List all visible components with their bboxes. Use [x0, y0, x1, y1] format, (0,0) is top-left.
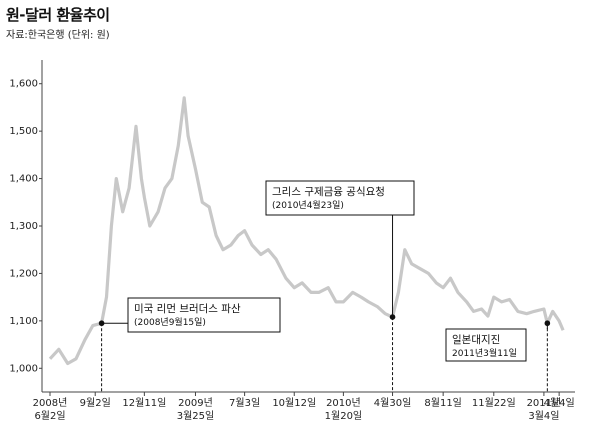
series-line — [48, 96, 565, 366]
x-tick-label: 6월2일 — [34, 410, 65, 422]
annotation-date: (2008년9월15일) — [134, 316, 206, 328]
annotation-layer: 미국 리먼 브러더스 파산(2008년9월15일) 그리스 구제금융 공식요청(2… — [98, 180, 551, 392]
x-tick-label: 3월4일 — [528, 410, 559, 422]
x-tick-label: 2011년 — [527, 397, 562, 409]
y-axis: 1,000 1,100 1,200 1,300 1,400 1,500 1,600 — [9, 60, 43, 392]
chart-source: 자료:한국은행 (단위: 원) — [6, 30, 110, 41]
x-tick-label: 9월2일 — [80, 397, 111, 409]
annotation-point — [389, 314, 396, 320]
x-tick-label: 1월20일 — [325, 410, 363, 422]
annotation-box — [265, 180, 415, 216]
y-tick-label: 1,400 — [9, 174, 38, 185]
x-tick-label: 11월22일 — [472, 397, 516, 409]
x-tick-label: 2009년 — [178, 397, 213, 409]
x-tick-label: 10월12일 — [272, 397, 316, 409]
series-layer — [48, 96, 565, 366]
x-tick-label: 4월4일 — [544, 397, 575, 409]
annotation-label: 그리스 구제금융 공식요청 — [272, 186, 385, 198]
annotation-label: 미국 리먼 브러더스 파산 — [134, 303, 241, 315]
y-tick-label: 1,000 — [9, 363, 38, 374]
x-tick-label: 4월30일 — [374, 397, 412, 409]
annotation-label: 일본대지진 — [452, 333, 500, 346]
x-tick-label: 7월3일 — [229, 397, 260, 409]
annotation-point — [98, 320, 105, 327]
annotation-box — [445, 328, 527, 362]
y-tick-label: 1,300 — [9, 221, 38, 232]
x-tick-label: 8월11일 — [424, 397, 462, 409]
annotation-box — [127, 297, 281, 333]
x-tick-label: 12월11일 — [122, 397, 166, 409]
x-tick-label: 2010년 — [326, 397, 361, 409]
y-tick-label: 1,200 — [9, 268, 38, 279]
y-tick-label: 1,500 — [9, 126, 38, 137]
x-tick-label: 2008년 — [33, 397, 68, 409]
annotation-date: 2011년3월11일 — [452, 347, 517, 359]
chart-title: 원-달러 환율추이 — [6, 6, 110, 24]
annotation-point — [544, 320, 551, 327]
y-tick-label: 1,100 — [9, 316, 38, 327]
annotation-date: (2010년4월23일) — [272, 199, 344, 211]
x-tick-label: 3월25일 — [177, 410, 215, 422]
y-tick-label: 1,600 — [9, 79, 38, 90]
